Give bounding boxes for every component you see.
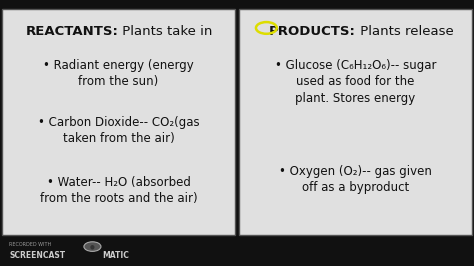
Text: SCREENCAST: SCREENCAST [9, 251, 65, 260]
Text: PRODUCTS:: PRODUCTS: [269, 25, 356, 38]
Text: • Radiant energy (energy
from the sun): • Radiant energy (energy from the sun) [43, 59, 194, 88]
Text: • Glucose (C₆H₁₂O₆)-- sugar
used as food for the
plant. Stores energy: • Glucose (C₆H₁₂O₆)-- sugar used as food… [275, 59, 436, 105]
Circle shape [84, 242, 101, 251]
Text: Plants take in: Plants take in [118, 25, 213, 38]
Text: RECORDED WITH: RECORDED WITH [9, 242, 52, 247]
FancyBboxPatch shape [239, 9, 472, 235]
Text: • Carbon Dioxide-- CO₂(gas
taken from the air): • Carbon Dioxide-- CO₂(gas taken from th… [38, 116, 199, 145]
Text: ●: ● [90, 244, 95, 249]
Text: REACTANTS:: REACTANTS: [26, 25, 119, 38]
FancyBboxPatch shape [2, 9, 235, 235]
Text: • Oxygen (O₂)-- gas given
off as a byproduct: • Oxygen (O₂)-- gas given off as a bypro… [279, 165, 432, 194]
Text: Plants release: Plants release [356, 25, 453, 38]
Text: • Water-- H₂O (absorbed
from the roots and the air): • Water-- H₂O (absorbed from the roots a… [40, 176, 197, 205]
Text: MATIC: MATIC [102, 251, 129, 260]
